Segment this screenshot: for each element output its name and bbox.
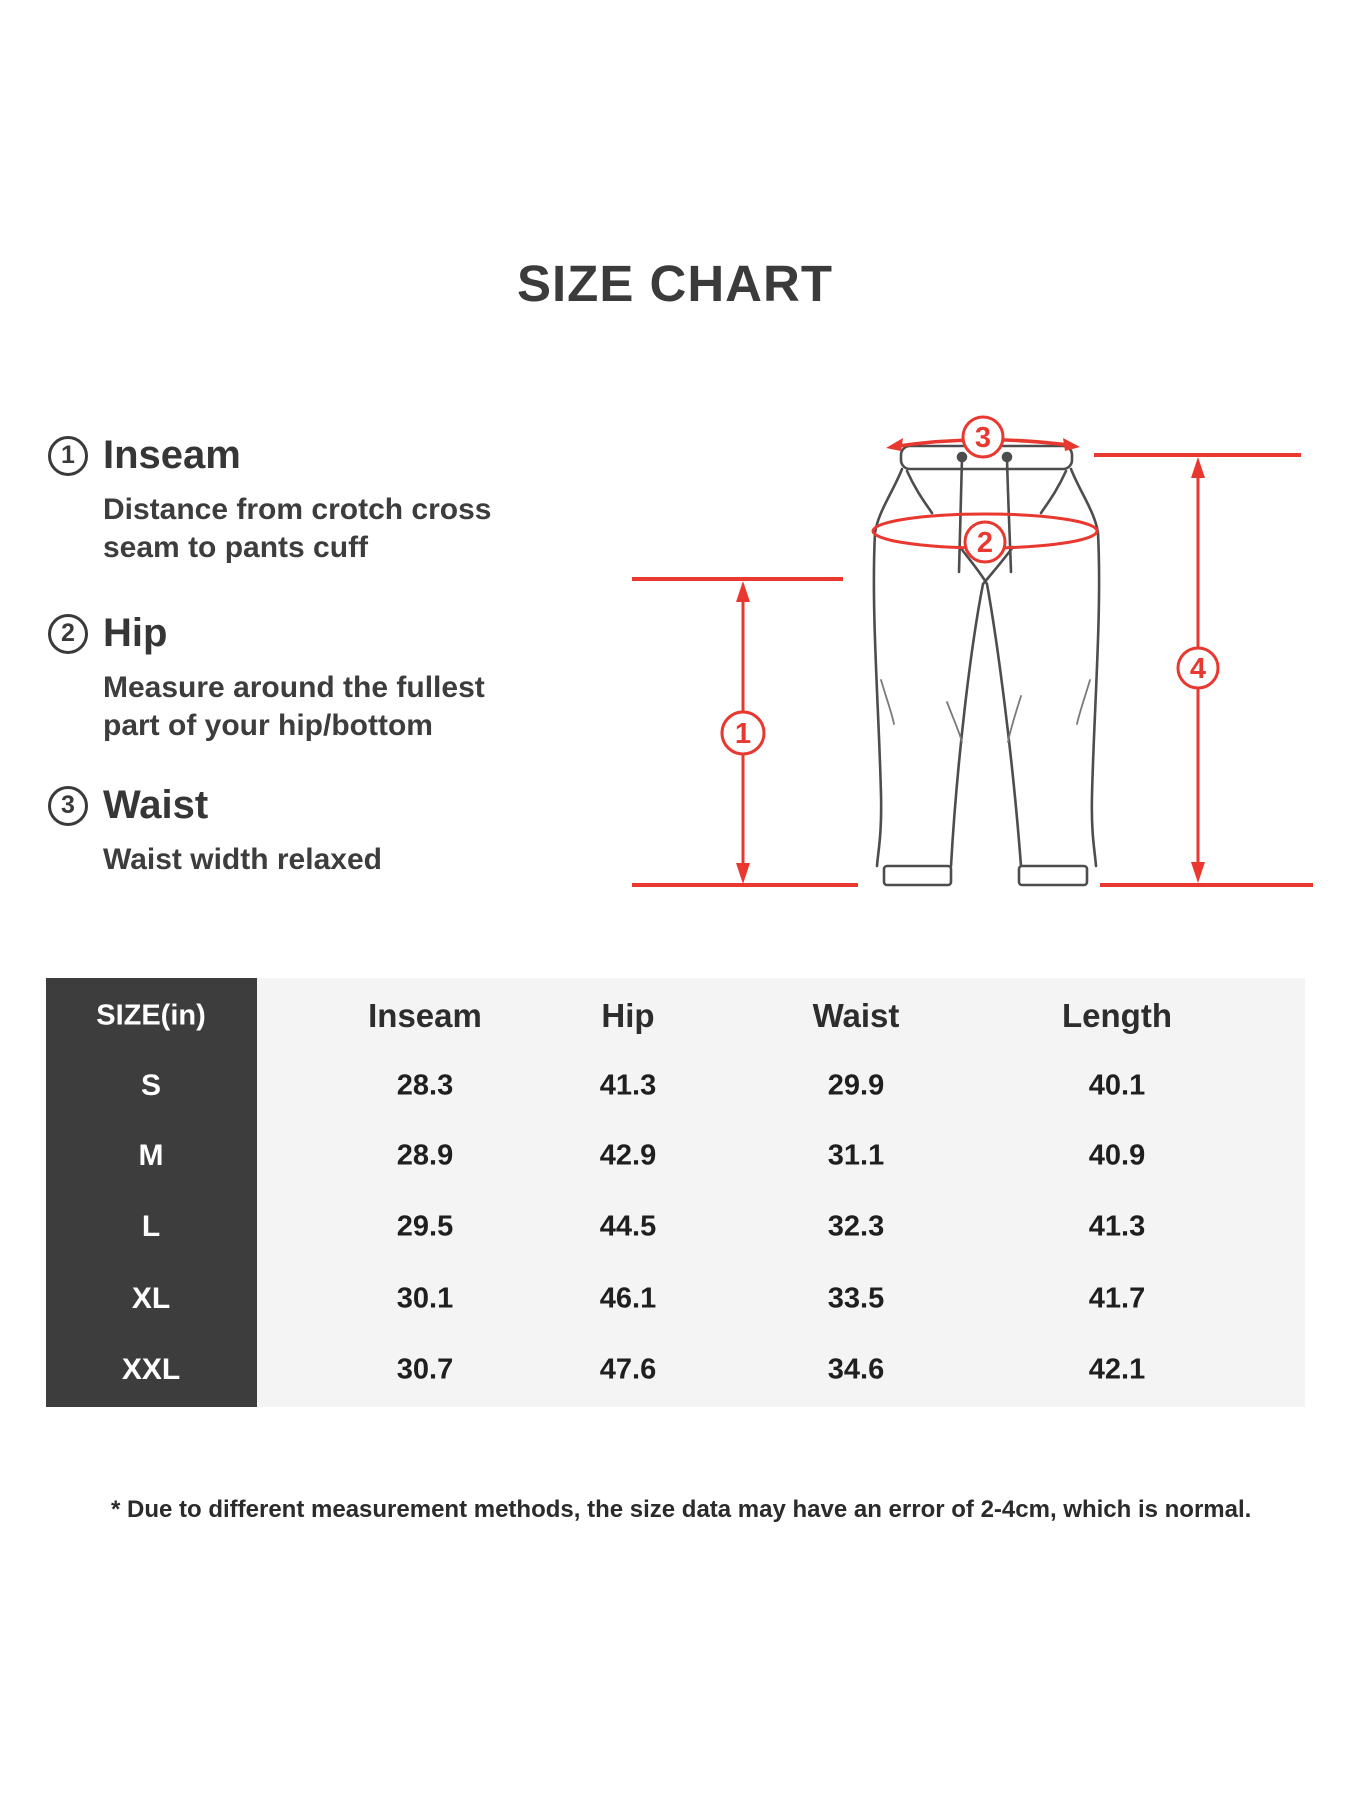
size-table-header-column <box>46 978 257 1407</box>
cell-value: 31.1 <box>827 1139 885 1172</box>
definition-description: Waist width relaxed <box>103 841 525 879</box>
cell-value: 28.3 <box>396 1069 454 1102</box>
drawstring-eyelet-right <box>1001 451 1013 463</box>
measurement-marks <box>632 415 1313 887</box>
drawstring-left <box>957 456 964 574</box>
cell-value: 46.1 <box>599 1282 657 1315</box>
definition-hip-heading: 2 Hip <box>45 611 525 656</box>
cell-value: 33.5 <box>827 1282 885 1315</box>
callout-circle-4 <box>1176 646 1220 690</box>
crotch-seam-left <box>958 545 1023 868</box>
cell-value: 29.9 <box>827 1069 885 1102</box>
row-size-label: S <box>140 1069 162 1102</box>
definition-description: Measure around the fullest part of your … <box>103 669 525 745</box>
definition-waist: 3 Waist Waist width relaxed <box>45 783 525 879</box>
cell-value: 30.1 <box>396 1282 454 1315</box>
definition-waist-heading: 3 Waist <box>45 783 525 828</box>
inseam-arrowhead-down <box>736 863 750 884</box>
pants-measurement-diagram: 1 2 3 4 <box>632 415 1313 887</box>
cell-value: 42.1 <box>1088 1353 1146 1386</box>
right-outer-seam <box>1069 467 1101 868</box>
crotch-seam-right <box>949 545 1015 868</box>
waist-arrowhead-left <box>886 438 903 451</box>
definition-inseam-heading: 1 Inseam <box>45 433 525 478</box>
row-size-label: XL <box>131 1282 171 1315</box>
description-line: Distance from crotch cross <box>103 493 492 526</box>
row-size-label: XXL <box>121 1353 181 1386</box>
description-line: seam to pants cuff <box>103 531 369 564</box>
definition-term: Waist <box>103 783 209 827</box>
row-size-label: L <box>141 1210 161 1243</box>
cell-value: 44.5 <box>599 1210 657 1243</box>
description-line: Waist width relaxed <box>103 843 382 876</box>
row-size-label: M <box>138 1139 164 1172</box>
definition-hip: 2 Hip Measure around the fullest part of… <box>45 611 525 745</box>
description-line: part of your hip/bottom <box>103 709 433 742</box>
cell-value: 29.5 <box>396 1210 454 1243</box>
pocket-left <box>905 469 934 515</box>
definition-term: Inseam <box>103 433 241 477</box>
measurement-disclaimer: * Due to different measurement methods, … <box>111 1496 1252 1523</box>
fabric-fold-lines <box>880 679 1091 743</box>
callout-number-3: 3 <box>975 422 991 454</box>
callout-numbers: 1 2 3 4 <box>735 422 1206 750</box>
cell-value: 42.9 <box>599 1139 657 1172</box>
callout-circle-2 <box>963 520 1007 564</box>
definition-description: Distance from crotch cross seam to pants… <box>103 491 525 567</box>
table-header-hip: Hip <box>601 997 655 1034</box>
pants-outline <box>872 444 1101 887</box>
callout-number-2: 2 <box>977 527 993 559</box>
definition-term: Hip <box>103 611 168 655</box>
callout-number-1: 1 <box>735 718 751 750</box>
drawstring-eyelet-left <box>956 451 968 463</box>
callout-circle-1 <box>720 710 766 756</box>
inseam-arrowhead-up <box>736 581 750 602</box>
cell-value: 41.3 <box>599 1069 657 1102</box>
table-header-inseam: Inseam <box>368 997 482 1034</box>
cell-value: 40.1 <box>1088 1069 1146 1102</box>
length-arrowhead-down <box>1191 862 1205 883</box>
cell-value: 41.7 <box>1088 1282 1146 1315</box>
table-header-length: Length <box>1062 997 1172 1034</box>
left-outer-seam <box>872 467 904 868</box>
callout-number-4: 4 <box>1190 653 1206 685</box>
cell-value: 28.9 <box>396 1139 454 1172</box>
cell-value: 40.9 <box>1088 1139 1146 1172</box>
cuff-right <box>1017 864 1089 887</box>
cuff-left <box>882 864 953 887</box>
drawstring-right <box>1005 456 1013 574</box>
cell-value: 30.7 <box>396 1353 454 1386</box>
page-title: SIZE CHART <box>517 255 833 312</box>
callout-circle-3 <box>961 415 1005 459</box>
cell-value: 34.6 <box>827 1353 885 1386</box>
definition-inseam: 1 Inseam Distance from crotch cross seam… <box>45 433 525 567</box>
description-line: Measure around the fullest <box>103 671 485 704</box>
waist-arrowhead-right <box>1063 438 1080 451</box>
cell-value: 32.3 <box>827 1210 885 1243</box>
table-header-waist: Waist <box>812 997 900 1034</box>
length-arrowhead-up <box>1191 457 1205 478</box>
size-table: SIZE(in) Inseam Hip Waist Length S 28.3 … <box>46 978 1305 1407</box>
cell-value: 41.3 <box>1088 1210 1146 1243</box>
table-header-size: SIZE(in) <box>96 999 206 1032</box>
circled-number-2: 2 <box>48 613 88 654</box>
pocket-right <box>1039 469 1068 515</box>
cell-value: 47.6 <box>599 1353 657 1386</box>
circled-number-1: 1 <box>48 435 88 476</box>
circled-number-3: 3 <box>48 785 88 826</box>
